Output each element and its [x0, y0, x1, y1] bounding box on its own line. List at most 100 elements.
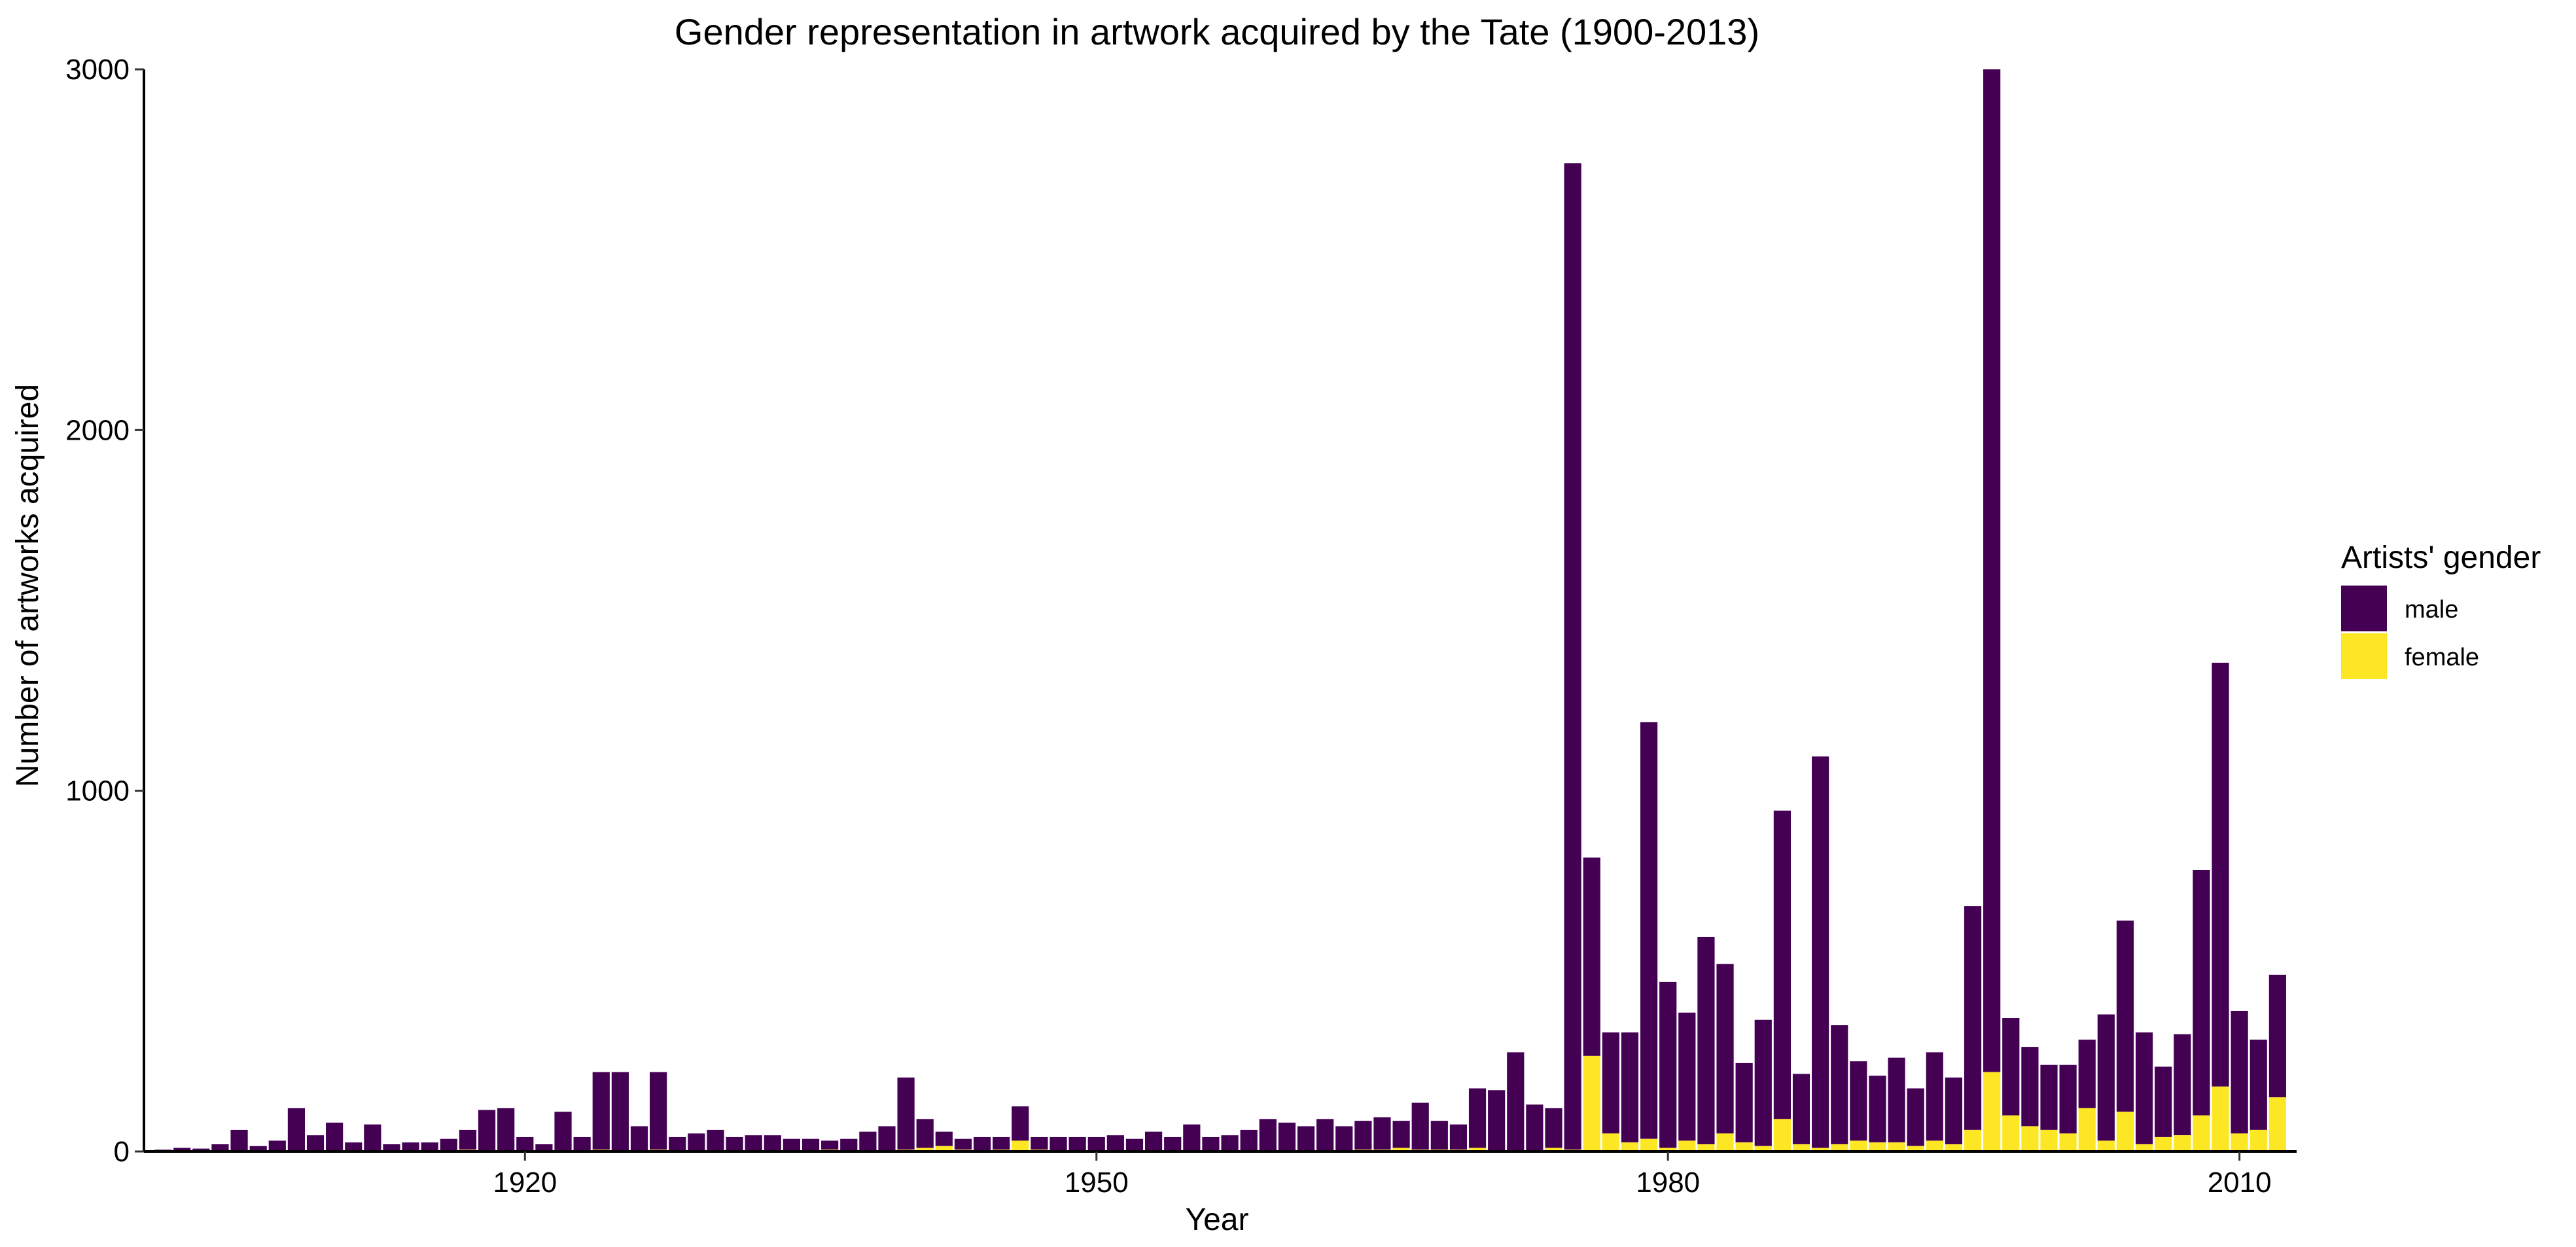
- bar-male-1970: [1468, 1088, 1487, 1148]
- bar-female-1997: [1983, 1072, 2001, 1151]
- bar-female-1970: [1468, 1148, 1487, 1151]
- bar-male-1972: [1507, 1052, 1525, 1151]
- bar-female-1989: [1831, 1144, 1848, 1151]
- bar-male-1987: [1792, 1074, 1810, 1144]
- bar-female-2010: [2231, 1133, 2248, 1151]
- bar-female-1992: [1888, 1142, 1905, 1151]
- bar-male-1921: [535, 1144, 553, 1151]
- bar-male-1916: [440, 1138, 457, 1151]
- bar-male-2007: [2174, 1034, 2191, 1136]
- bar-male-1941: [916, 1119, 934, 1148]
- bar-male-1953: [1145, 1131, 1163, 1151]
- bar-female-1991: [1869, 1142, 1886, 1151]
- bar-male-1984: [1735, 1063, 1753, 1143]
- bar-female-2003: [2097, 1140, 2115, 1151]
- bar-female-1981: [1678, 1140, 1696, 1151]
- bar-female-1999: [2021, 1126, 2039, 1151]
- bar-male-1966: [1392, 1121, 1410, 1148]
- bar-male-1968: [1430, 1121, 1448, 1150]
- bar-female-1987: [1792, 1144, 1810, 1151]
- bar-male-1927: [650, 1072, 667, 1150]
- bar-male-1938: [859, 1131, 877, 1151]
- bar-male-1998: [2002, 1018, 2020, 1115]
- bar-male-2000: [2040, 1064, 2058, 1130]
- bar-female-2006: [2155, 1136, 2172, 1151]
- bar-male-1947: [1031, 1136, 1048, 1150]
- bar-male-1958: [1240, 1129, 1258, 1151]
- bar-male-1959: [1259, 1119, 1277, 1151]
- bar-female-1984: [1735, 1142, 1753, 1151]
- chart-title: Gender representation in artwork acquire…: [675, 11, 1759, 52]
- bar-male-1989: [1831, 1025, 1848, 1144]
- bar-male-1904: [211, 1144, 229, 1151]
- bar-male-1903: [192, 1148, 210, 1151]
- bar-male-1934: [783, 1138, 801, 1151]
- bar-female-2004: [2116, 1112, 2134, 1151]
- bar-female-1986: [1773, 1119, 1791, 1151]
- bar-female-1996: [1964, 1129, 1982, 1151]
- legend-label-female: female: [2405, 644, 2479, 671]
- bar-female-1978: [1621, 1142, 1639, 1151]
- bar-male-2004: [2116, 921, 2134, 1112]
- bar-female-1946: [1012, 1140, 1029, 1151]
- bar-male-1902: [173, 1148, 191, 1151]
- bar-female-1966: [1392, 1148, 1410, 1151]
- bar-female-1979: [1640, 1138, 1658, 1151]
- bar-male-1948: [1050, 1136, 1067, 1151]
- bar-male-1976: [1583, 857, 1600, 1056]
- bar-female-1993: [1907, 1146, 1924, 1151]
- bar-male-2008: [2193, 869, 2210, 1115]
- bar-male-1925: [611, 1072, 629, 1151]
- bar-female-2002: [2078, 1108, 2096, 1151]
- bar-female-1990: [1850, 1140, 1867, 1151]
- bar-male-1950: [1087, 1136, 1105, 1151]
- bar-female-1983: [1716, 1133, 1734, 1151]
- bar-male-1993: [1907, 1088, 1924, 1146]
- bar-male-1954: [1164, 1136, 1182, 1151]
- bar-male-1973: [1526, 1104, 1544, 1151]
- bar-female-2005: [2135, 1144, 2153, 1151]
- bar-male-1961: [1297, 1126, 1315, 1151]
- y-axis-title: Number of artworks acquired: [10, 384, 45, 787]
- x-axis-title: Year: [1186, 1203, 1249, 1237]
- bar-female-2008: [2193, 1115, 2210, 1151]
- bar-male-2002: [2078, 1040, 2096, 1108]
- bar-female-1976: [1583, 1055, 1600, 1151]
- bar-male-1974: [1545, 1108, 1562, 1148]
- bar-male-1977: [1602, 1032, 1619, 1134]
- bar-male-1991: [1869, 1076, 1886, 1143]
- bar-male-1939: [878, 1126, 896, 1151]
- bar-male-1926: [630, 1126, 648, 1151]
- bar-male-1918: [478, 1110, 496, 1151]
- legend-swatch-female: [2341, 633, 2387, 679]
- x-tick-label-1980: 1980: [1636, 1167, 1700, 1199]
- bar-male-1940: [897, 1077, 915, 1150]
- bar-male-1962: [1316, 1119, 1334, 1151]
- bar-male-1986: [1773, 810, 1791, 1119]
- bar-male-1937: [840, 1138, 858, 1151]
- x-tick-label-1920: 1920: [493, 1167, 557, 1199]
- bar-male-1908: [287, 1108, 306, 1151]
- bar-male-1909: [306, 1135, 325, 1151]
- bar-male-1945: [993, 1136, 1010, 1150]
- x-tick-label-2010: 2010: [2208, 1167, 2272, 1199]
- bar-male-1910: [326, 1122, 344, 1151]
- bar-male-2005: [2135, 1032, 2153, 1144]
- bar-male-1919: [497, 1108, 515, 1151]
- bar-female-1988: [1812, 1148, 1829, 1151]
- bar-male-1967: [1411, 1102, 1429, 1150]
- y-tick-label-0: 0: [114, 1136, 130, 1168]
- bar-male-1969: [1449, 1124, 1468, 1150]
- bar-male-1923: [573, 1136, 591, 1151]
- bar-female-1985: [1754, 1146, 1772, 1151]
- bar-male-1936: [821, 1140, 839, 1150]
- bar-male-1964: [1354, 1121, 1372, 1150]
- bar-male-1935: [802, 1138, 820, 1151]
- bar-male-1922: [554, 1112, 572, 1151]
- bar-male-2012: [2268, 974, 2286, 1098]
- bar-female-1994: [1926, 1140, 1943, 1151]
- y-tick-label-1000: 1000: [65, 775, 130, 807]
- x-tick-label-1950: 1950: [1065, 1167, 1129, 1199]
- bar-female-1998: [2002, 1115, 2020, 1151]
